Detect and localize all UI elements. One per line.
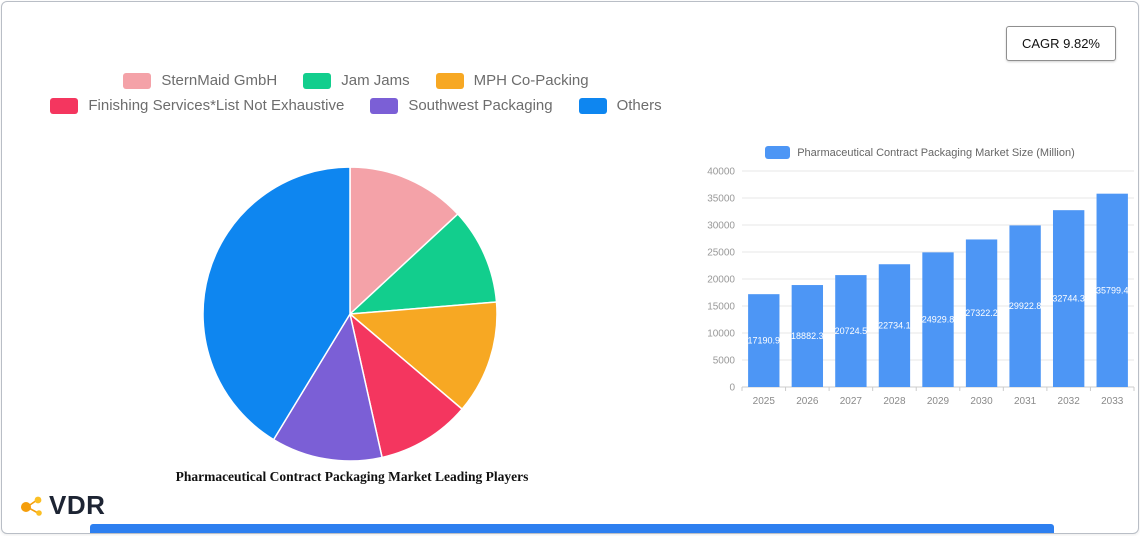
bar[interactable] — [922, 252, 954, 387]
cagr-badge: CAGR 9.82% — [1005, 26, 1116, 61]
pie-slice[interactable] — [202, 166, 351, 441]
y-axis-tick-label: 0 — [729, 383, 735, 394]
bar[interactable] — [1096, 193, 1128, 387]
bar-value-label: 32744.3 — [1052, 294, 1085, 304]
bar-value-label: 24929.8 — [922, 315, 955, 325]
bar-value-label: 20724.5 — [835, 326, 868, 336]
x-axis-tick-label: 2030 — [970, 396, 993, 407]
pie-legend: SternMaid GmbH Jam Jams MPH Co-Packing Fini… — [50, 72, 662, 114]
bar[interactable] — [791, 285, 824, 387]
y-axis-tick-label: 5000 — [713, 356, 736, 367]
bar-value-label: 27322.2 — [965, 308, 998, 318]
legend-item[interactable]: Others — [578, 97, 662, 114]
pie-chart-title: Pharmaceutical Contract Packaging Market… — [175, 469, 529, 484]
bar-value-label: 35799.4 — [1096, 285, 1129, 295]
legend-label: Finishing Services*List Not Exhaustive — [88, 97, 345, 114]
legend-label: Others — [616, 97, 662, 114]
legend-swatch — [435, 72, 464, 89]
bottom-accent-strip — [90, 524, 1054, 533]
bar-legend-label: Pharmaceutical Contract Packaging Market… — [797, 146, 1075, 159]
legend-item[interactable]: Finishing Services*List Not Exhaustive — [50, 97, 344, 114]
pie-slice[interactable] — [349, 166, 459, 316]
y-axis-tick-label: 10000 — [707, 329, 735, 340]
pie-slice[interactable] — [347, 212, 498, 315]
bar-value-label: 29922.8 — [1009, 301, 1042, 311]
pie-slice[interactable] — [272, 312, 383, 462]
legend-swatch — [370, 97, 399, 114]
bar-value-label: 17190.9 — [748, 336, 781, 346]
bar[interactable] — [878, 264, 911, 387]
y-axis-tick-label: 30000 — [707, 221, 735, 232]
x-axis-tick-label: 2029 — [927, 396, 950, 407]
legend-swatch — [50, 97, 79, 114]
bar[interactable] — [1052, 210, 1085, 387]
x-axis-tick-label: 2026 — [796, 396, 819, 407]
legend-swatch — [123, 72, 152, 89]
bar-value-label: 18882.3 — [791, 331, 824, 341]
bar[interactable] — [835, 275, 867, 387]
x-axis-tick-label: 2032 — [1058, 396, 1081, 407]
y-axis-tick-label: 15000 — [707, 302, 735, 313]
bar-chart-panel: Pharmaceutical Contract Packaging Market… — [694, 146, 1138, 415]
legend-item[interactable]: SternMaid GmbH — [123, 72, 277, 89]
legend-label: Jam Jams — [341, 72, 410, 89]
legend-swatch — [578, 97, 607, 114]
x-axis-tick-label: 2025 — [753, 396, 776, 407]
y-axis-tick-label: 40000 — [707, 167, 735, 178]
legend-item[interactable]: MPH Co-Packing — [435, 72, 589, 89]
legend-label: MPH Co-Packing — [473, 72, 589, 89]
x-axis-tick-label: 2027 — [840, 396, 863, 407]
x-axis-tick-label: 2033 — [1101, 396, 1124, 407]
pie-slice[interactable] — [348, 311, 464, 459]
legend-label: Southwest Packaging — [408, 97, 553, 114]
brand-logo[interactable]: VDR — [16, 490, 105, 521]
bar-legend-swatch — [765, 146, 791, 159]
bar-value-label: 22734.1 — [878, 321, 911, 331]
legend-swatch — [303, 72, 332, 89]
logo-text: VDR — [49, 490, 106, 520]
x-axis-tick-label: 2028 — [883, 396, 906, 407]
legend-label: SternMaid GmbH — [161, 72, 278, 89]
bar-chart-legend[interactable]: Pharmaceutical Contract Packaging Market… — [694, 146, 1138, 159]
x-axis-tick-label: 2031 — [1014, 396, 1037, 407]
pie-slice[interactable] — [348, 301, 498, 411]
y-axis-tick-label: 25000 — [707, 248, 735, 259]
legend-item[interactable]: Jam Jams — [303, 72, 410, 89]
bar[interactable] — [748, 294, 780, 387]
legend-item[interactable]: Southwest Packaging — [370, 97, 553, 114]
bar[interactable] — [1009, 225, 1041, 387]
bar-chart-svg: 0 5000 10000 15000 20000 25000 30000 35000 40000… — [707, 167, 1135, 407]
y-axis-tick-label: 20000 — [707, 275, 735, 286]
pie-chart-svg — [202, 166, 498, 462]
logo-molecule-icon — [21, 496, 42, 516]
y-axis-tick-label: 35000 — [707, 194, 735, 205]
bar[interactable] — [965, 239, 998, 387]
